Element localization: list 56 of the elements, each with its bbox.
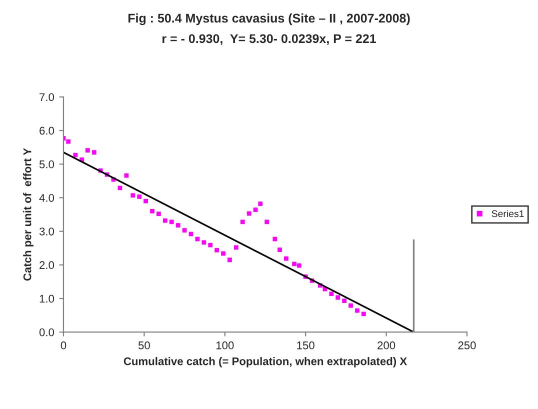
point (124, 173, 129, 178)
point (176, 223, 180, 228)
point (182, 228, 187, 233)
point (348, 303, 353, 308)
point (284, 256, 288, 261)
point (130, 193, 136, 198)
point (221, 251, 226, 256)
point (264, 220, 270, 224)
y-axis-title: Catch per unit of effort Y (23, 148, 34, 281)
y-tick-label: 7.0 (40, 93, 54, 102)
point (162, 218, 168, 223)
x-tick-label: 50 (138, 341, 150, 350)
y-tick-label: 1.0 (40, 294, 54, 303)
point (150, 208, 154, 214)
point (92, 150, 96, 155)
point (208, 242, 213, 248)
point (278, 248, 282, 252)
chart-subtitle: r = - 0.930, Y= 5.30- 0.0239x, P = 221 (162, 34, 376, 45)
point (253, 208, 258, 212)
point (214, 248, 220, 252)
y-tick-label: 3.0 (39, 228, 54, 236)
point (169, 220, 174, 224)
point (342, 298, 347, 304)
point (195, 236, 200, 242)
point (240, 220, 245, 224)
point (272, 236, 278, 242)
point (228, 258, 232, 262)
point (202, 240, 206, 245)
point (355, 308, 360, 313)
point (73, 152, 78, 158)
x-tick-label: 250 (458, 341, 476, 350)
point (292, 262, 296, 266)
point (361, 312, 366, 316)
point (234, 245, 238, 250)
point (144, 198, 148, 204)
point (329, 292, 334, 296)
y-tick-label: 5.0 (39, 160, 54, 168)
y-tick-label: 4.0 (39, 194, 54, 202)
point (86, 148, 90, 153)
x-tick-label: 100 (216, 341, 234, 350)
x-tick-label: 150 (297, 341, 314, 350)
y-tick-label: 6.0 (40, 126, 54, 135)
point (336, 295, 340, 300)
point (66, 139, 71, 144)
x-axis-title: Cumulative catch (= Population, when extrapolated) X (124, 357, 407, 368)
y-tick-label: 0.0 (39, 328, 54, 336)
y-tick-label: 2.0 (40, 261, 54, 270)
legend-label: Series1 (492, 210, 524, 218)
point (246, 211, 252, 216)
point (156, 212, 161, 216)
x-tick-label: 0 (60, 341, 66, 350)
point (258, 202, 263, 206)
chart-title: Fig : 50.4 Mystus cavasius (Site – II , 2007-2008) (128, 13, 410, 26)
point (296, 263, 302, 268)
point (137, 194, 142, 199)
x-tick-label: 200 (378, 341, 396, 350)
